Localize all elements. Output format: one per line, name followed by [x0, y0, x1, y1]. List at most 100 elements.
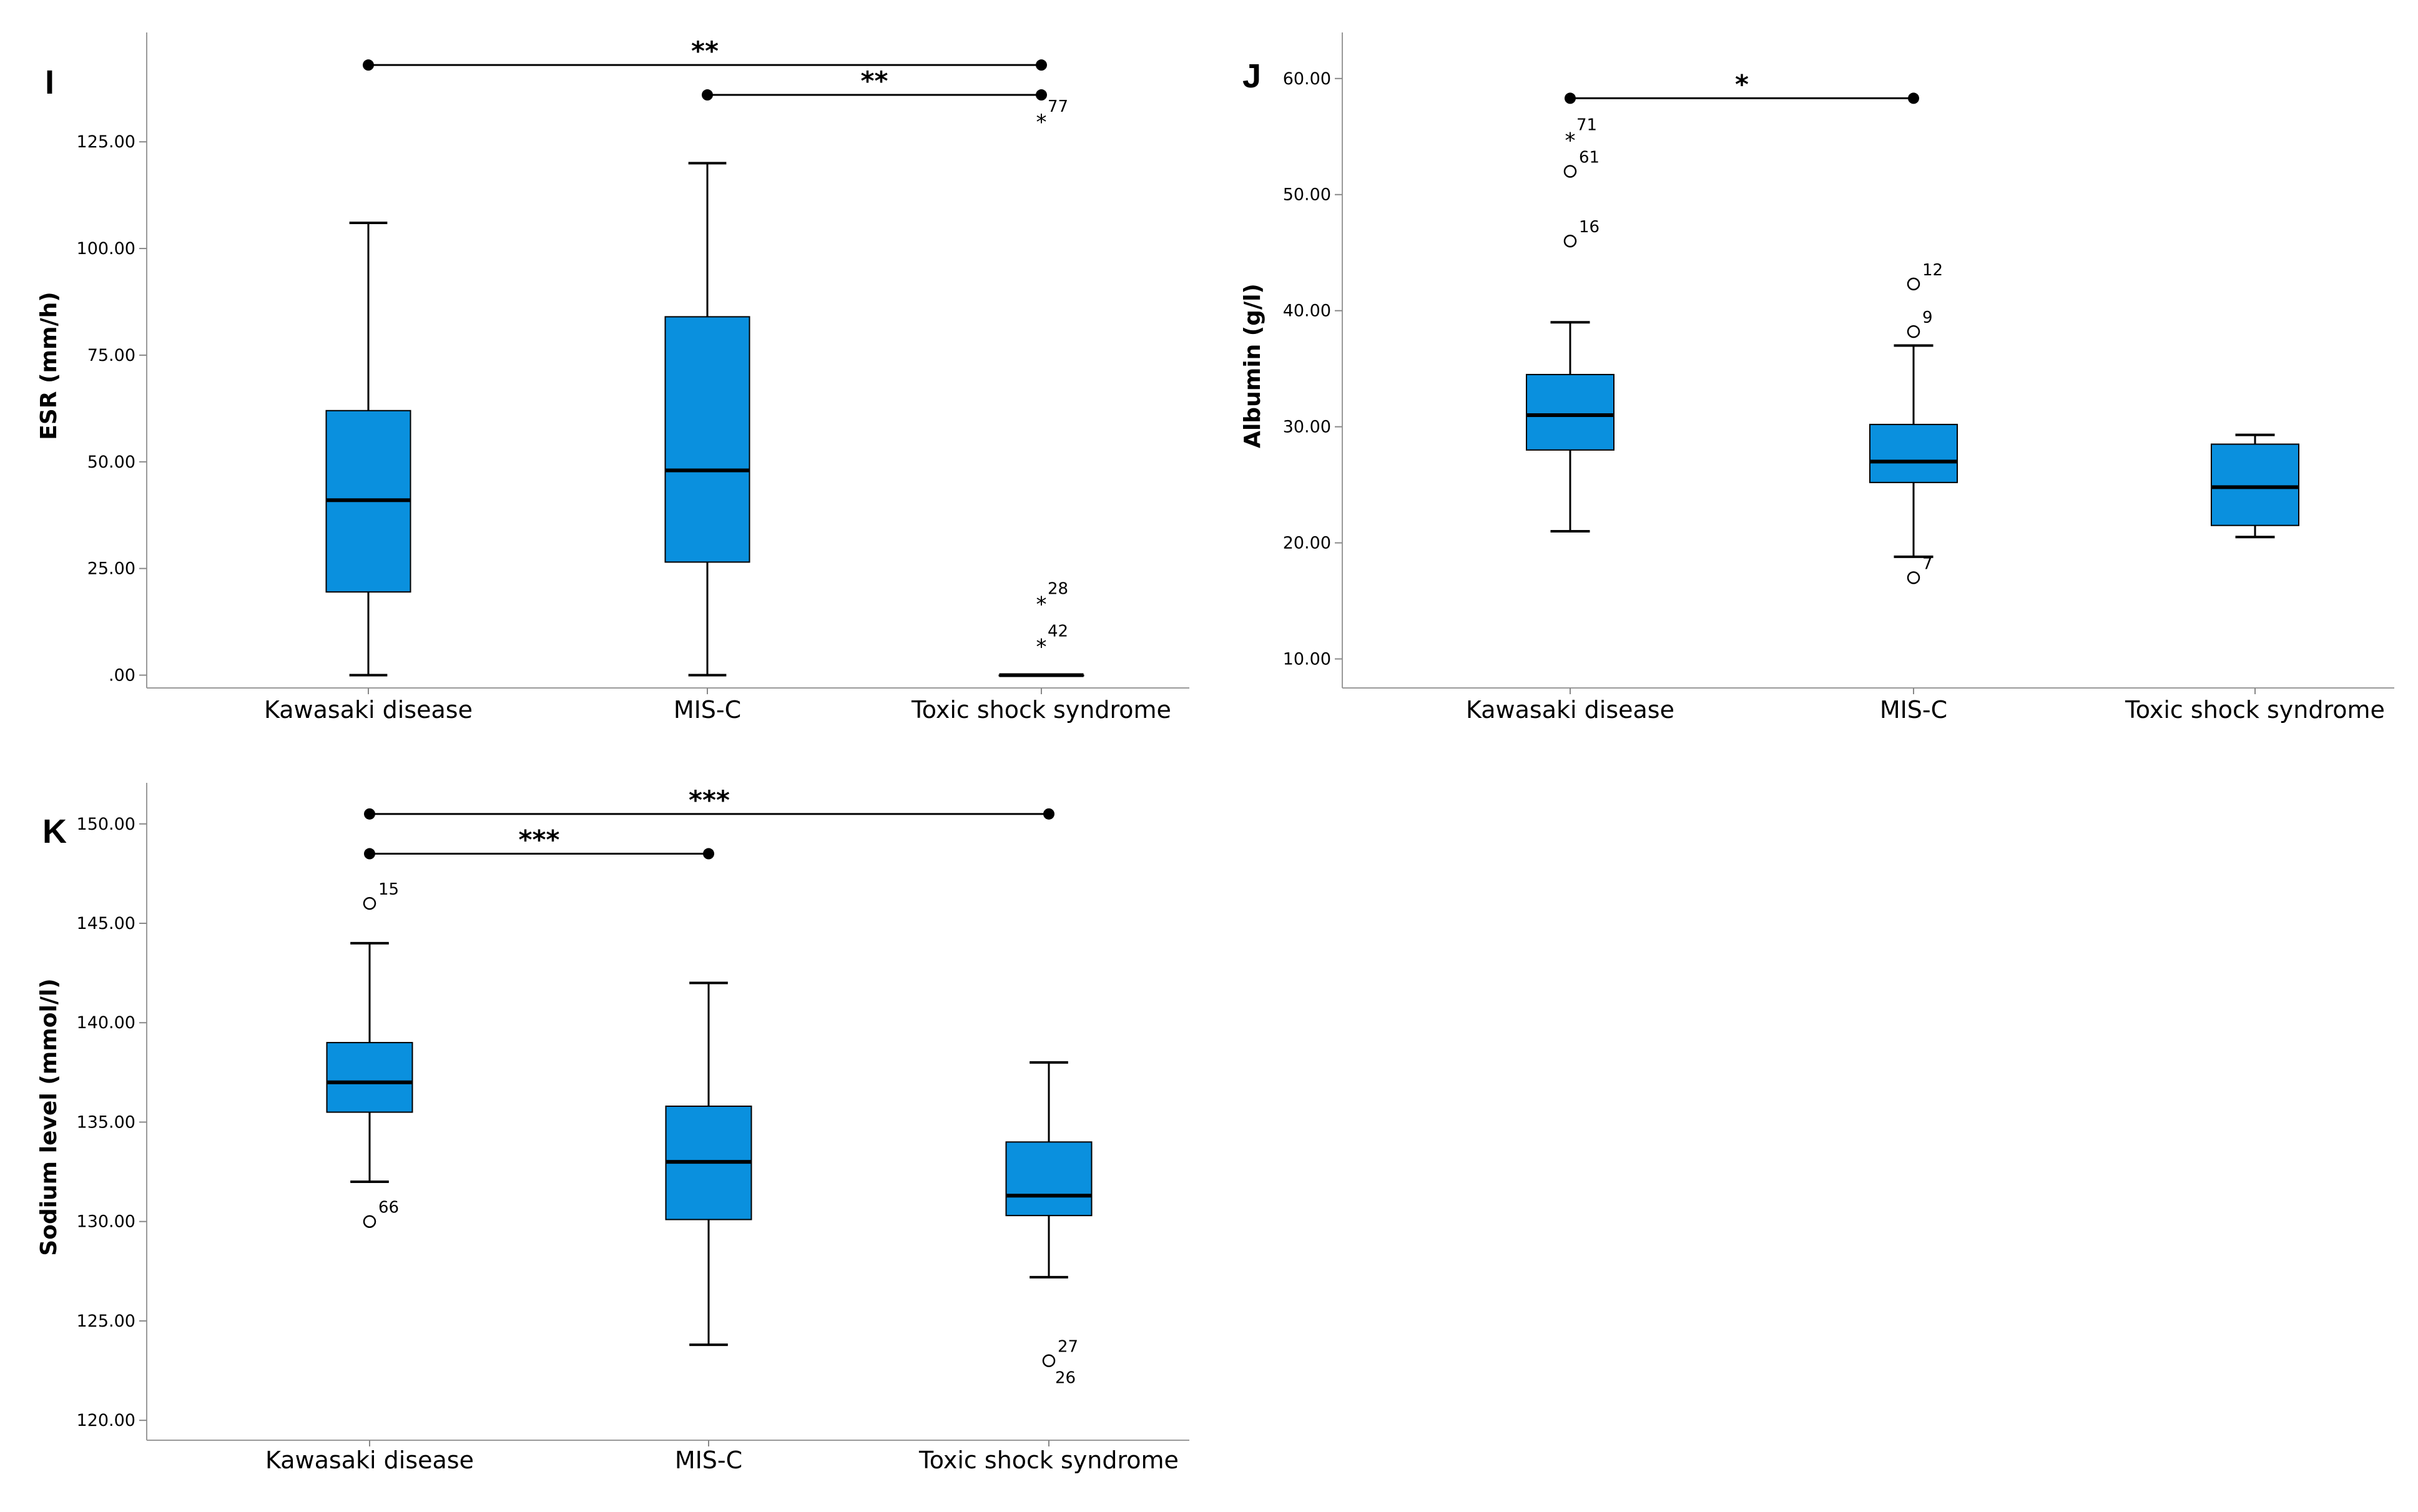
y-axis-title: Albumin (g/l) — [1240, 283, 1266, 448]
y-tick-label: 75.00 — [87, 346, 135, 365]
outlier-label: 26 — [1055, 1369, 1076, 1388]
significance-bracket: ** — [702, 66, 1047, 101]
outlier-circle — [363, 1215, 376, 1228]
outlier: 16 — [1563, 218, 1600, 248]
significance-label: ** — [861, 66, 888, 96]
outlier-label: 77 — [1048, 97, 1068, 116]
bracket-dot — [702, 89, 713, 101]
significance-label: ** — [691, 36, 719, 66]
y-tick-label: 20.00 — [1283, 534, 1331, 553]
iqr-box — [1526, 373, 1614, 451]
outlier-star: * — [1036, 592, 1047, 617]
significance-label: * — [1735, 69, 1749, 99]
y-tick-label: 100.00 — [77, 239, 135, 258]
x-category-label: Toxic shock syndrome — [2125, 696, 2385, 724]
outlier-label: 61 — [1579, 149, 1600, 167]
outlier: *28 — [1036, 579, 1069, 617]
iqr-box — [1869, 423, 1958, 483]
outlier-label: 7 — [1922, 554, 1933, 573]
outlier-star: * — [1565, 128, 1576, 153]
significance-label: *** — [689, 785, 730, 815]
outlier: 12 — [1907, 261, 1943, 291]
y-tick-label: 30.00 — [1283, 418, 1331, 437]
bracket-dot — [703, 848, 714, 860]
y-tick-label: 125.00 — [77, 1312, 135, 1331]
outlier-circle — [1907, 277, 1920, 291]
y-tick-label: 145.00 — [77, 914, 135, 933]
outlier-star: * — [1036, 110, 1047, 135]
y-tick-label: 140.00 — [77, 1013, 135, 1033]
iqr-box — [664, 316, 750, 563]
box-0 — [1526, 321, 1614, 533]
x-category-label: MIS-C — [675, 1446, 742, 1474]
bracket-dot — [1043, 808, 1054, 820]
significance-bracket: *** — [364, 825, 714, 860]
y-tick-label: 135.00 — [77, 1112, 135, 1132]
iqr-box — [1005, 1141, 1093, 1217]
box-2 — [1005, 1061, 1093, 1279]
x-category-label: MIS-C — [674, 696, 741, 724]
outlier-label: 42 — [1048, 622, 1068, 641]
x-category-label: Kawasaki disease — [1466, 696, 1674, 724]
box-0 — [326, 941, 413, 1183]
outlier: 27 — [1042, 1338, 1078, 1367]
bracket-dot — [1908, 92, 1919, 104]
y-tick-label: 150.00 — [77, 815, 135, 834]
y-axis-title: Sodium level (mmol/l) — [36, 978, 62, 1255]
box-0 — [325, 222, 411, 677]
y-tick-label: 25.00 — [87, 559, 135, 579]
outlier: *77 — [1036, 97, 1069, 135]
outlier-label: 28 — [1048, 579, 1068, 598]
box-1 — [664, 162, 750, 677]
outlier-circle — [363, 896, 376, 910]
outlier: 66 — [363, 1199, 399, 1228]
x-category-label: Kawasaki disease — [264, 696, 473, 724]
outlier-label: 15 — [378, 880, 399, 899]
y-axis-title: ESR (mm/h) — [36, 292, 62, 439]
y-tick-label: 130.00 — [77, 1212, 135, 1232]
x-category-label: MIS-C — [1880, 696, 1947, 724]
outlier-label: 27 — [1058, 1338, 1078, 1357]
y-tick-label: .00 — [109, 665, 135, 685]
iqr-box — [2211, 443, 2299, 526]
box-2 — [2211, 433, 2299, 539]
y-tick-label: 125.00 — [77, 132, 135, 152]
y-tick-label: 50.00 — [87, 453, 135, 472]
panel-letter: J — [1242, 57, 1261, 95]
panel-letter: I — [45, 64, 54, 101]
panel-j: J 10.00 20.00 30.00 40.00 50.00 60.00 Albumin (… — [1240, 32, 2394, 724]
y-tick-label: 50.00 — [1283, 185, 1331, 205]
outlier-circle — [1563, 234, 1577, 248]
outlier-label: 16 — [1579, 218, 1600, 237]
outlier-label: 71 — [1576, 115, 1597, 134]
y-tick-label: 120.00 — [77, 1411, 135, 1430]
significance-bracket: *** — [364, 785, 1054, 820]
bracket-dot — [1036, 59, 1047, 71]
panel-k: K 120.00 125.00 130.00 135.00 140.00 145.00 150… — [36, 783, 1189, 1474]
y-tick-label: 10.00 — [1283, 650, 1331, 669]
outlier-label: 9 — [1922, 308, 1933, 327]
box-1 — [665, 981, 752, 1347]
significance-bracket: * — [1565, 69, 1919, 104]
outlier-star: * — [1036, 635, 1047, 660]
x-category-label: Toxic shock syndrome — [911, 696, 1171, 724]
y-tick-label: 40.00 — [1283, 302, 1331, 321]
bracket-dot — [364, 808, 375, 820]
outlier: *71 — [1565, 115, 1598, 153]
panel-letter: K — [42, 813, 67, 850]
bracket-dot — [363, 59, 374, 71]
outlier: 15 — [363, 880, 399, 910]
panel-i: I .00 25.00 50.00 75.00 100.00 125.00 ESR (mm/h… — [36, 32, 1189, 724]
outlier: *42 — [1036, 622, 1069, 660]
outlier-circle — [1042, 1354, 1056, 1367]
outlier: 7 — [1907, 554, 1933, 584]
outlier: 26 — [1055, 1369, 1076, 1388]
outlier-circle — [1907, 325, 1920, 338]
x-category-label: Kawasaki disease — [265, 1446, 474, 1474]
outlier-label: 66 — [378, 1199, 399, 1217]
significance-label: *** — [519, 825, 560, 855]
y-tick-label: 60.00 — [1283, 69, 1331, 89]
outlier-circle — [1907, 571, 1920, 584]
box-1 — [1869, 344, 1958, 558]
